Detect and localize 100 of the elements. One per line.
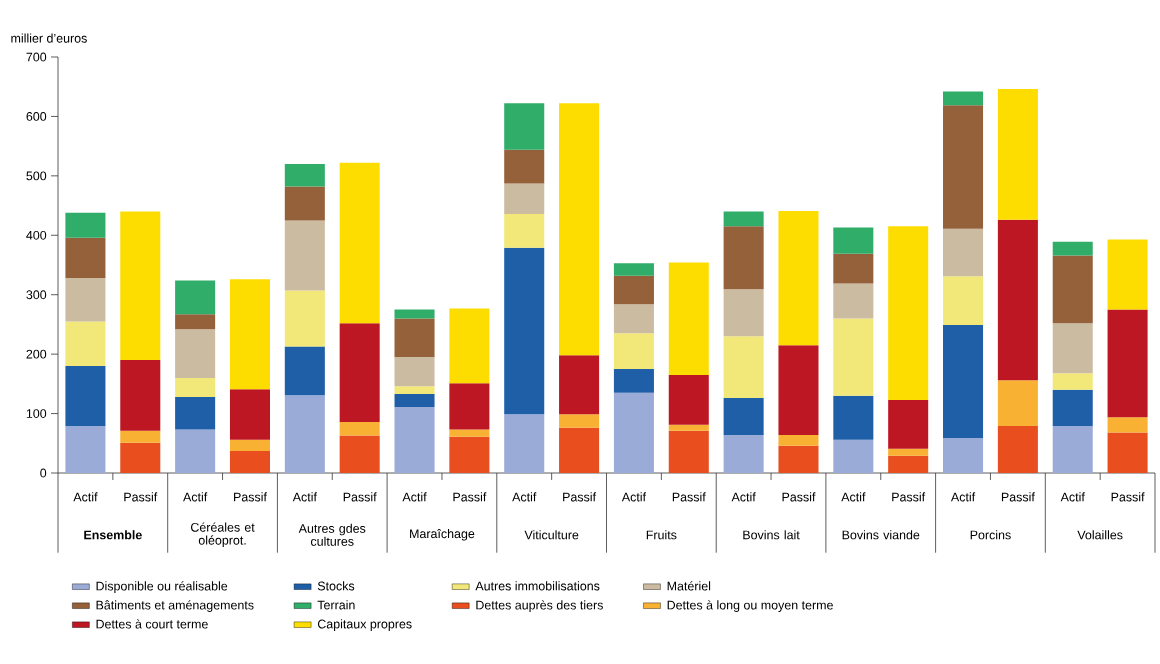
x-tick-label: Actif — [292, 492, 317, 502]
bar — [833, 227, 874, 254]
bar — [120, 442, 161, 473]
legend-label: Dettes à long ou moyen terme — [667, 600, 833, 612]
bar — [559, 103, 600, 356]
bar — [833, 318, 874, 396]
x-tick-label: Passif — [782, 492, 816, 502]
x-tick-label: Actif — [841, 492, 866, 502]
bar — [449, 429, 490, 437]
text: Bovins lait — [743, 530, 800, 540]
bar — [943, 325, 984, 438]
x-tick-label: Passif — [124, 492, 158, 502]
bar — [394, 407, 435, 473]
y-tick-label: 400 — [26, 230, 47, 240]
bar — [559, 427, 600, 473]
bar — [668, 430, 709, 473]
bar — [723, 398, 764, 435]
text: Ensemble — [84, 530, 142, 540]
bar — [943, 276, 984, 326]
bar — [888, 226, 929, 400]
bar — [613, 304, 654, 334]
bar — [339, 421, 380, 436]
bar — [613, 263, 654, 276]
bar — [394, 357, 435, 387]
bar — [394, 318, 435, 358]
bar — [1052, 389, 1093, 427]
bar — [394, 309, 435, 319]
bar — [229, 439, 270, 452]
text: Bovins viande — [842, 530, 920, 540]
bar — [613, 333, 654, 369]
bar — [65, 212, 106, 238]
bar — [1107, 417, 1148, 433]
legend-label: Dettes auprès des tiers — [476, 600, 603, 612]
bar — [888, 455, 929, 473]
bar — [723, 336, 764, 399]
x-tick-label: Passif — [563, 492, 597, 502]
x-tick-label: Actif — [731, 492, 756, 502]
y-tick-label: 300 — [26, 290, 47, 300]
legend-label: Stocks — [317, 581, 355, 591]
bar — [613, 275, 654, 305]
bar — [613, 369, 654, 393]
text: Volailles — [1077, 530, 1123, 540]
legend-label: Bâtiments et aménagements — [96, 600, 254, 612]
bar — [1052, 323, 1093, 374]
x-tick-label: Actif — [621, 492, 647, 502]
bar — [997, 89, 1038, 220]
bar — [65, 321, 106, 367]
bar — [175, 396, 216, 430]
bar — [284, 290, 325, 347]
bar — [229, 451, 270, 473]
legend-label: Terrain — [317, 600, 355, 610]
y-axis-title: millier d’euros — [11, 33, 87, 43]
bar — [668, 374, 709, 425]
bar — [120, 360, 161, 431]
bar — [339, 435, 380, 473]
bar — [943, 105, 984, 229]
bar — [175, 329, 216, 378]
x-tick-label: Passif — [343, 492, 377, 502]
y-tick-label: 500 — [26, 171, 47, 181]
bar — [284, 163, 325, 187]
bar — [943, 228, 984, 277]
x-tick-label: Passif — [672, 492, 706, 502]
bar — [1052, 373, 1093, 390]
bar — [613, 392, 654, 473]
bar — [229, 389, 270, 440]
bar — [120, 430, 161, 443]
text: Fruits — [646, 530, 677, 540]
bar — [229, 279, 270, 390]
bar — [723, 211, 764, 227]
bar — [723, 289, 764, 337]
legend-label: Capitaux propres — [317, 619, 412, 631]
bar — [65, 426, 106, 473]
x-tick-label: Passif — [234, 492, 267, 502]
bar — [449, 436, 490, 473]
bar — [723, 434, 764, 473]
bar — [394, 393, 435, 408]
bar — [284, 220, 325, 291]
bar — [504, 149, 545, 184]
legend-label: Dettes à court terme — [96, 619, 208, 629]
bar — [339, 162, 380, 324]
bar — [997, 426, 1038, 473]
bar — [559, 355, 600, 415]
x-tick-label: Actif — [512, 492, 537, 502]
bar — [504, 247, 545, 415]
bar — [65, 237, 106, 279]
bar — [175, 429, 216, 473]
bar — [1107, 239, 1148, 310]
bar — [778, 434, 819, 446]
text: Autres gdes cultures — [298, 523, 366, 546]
bar — [120, 211, 161, 361]
x-tick-label: Actif — [950, 492, 976, 502]
bar — [778, 345, 819, 435]
bar — [833, 253, 874, 284]
bar — [339, 323, 380, 422]
x-tick-label: Passif — [453, 492, 487, 502]
bar — [504, 183, 545, 214]
bar — [833, 283, 874, 319]
bar — [778, 210, 819, 346]
bar — [1052, 426, 1093, 473]
bar — [284, 395, 325, 473]
